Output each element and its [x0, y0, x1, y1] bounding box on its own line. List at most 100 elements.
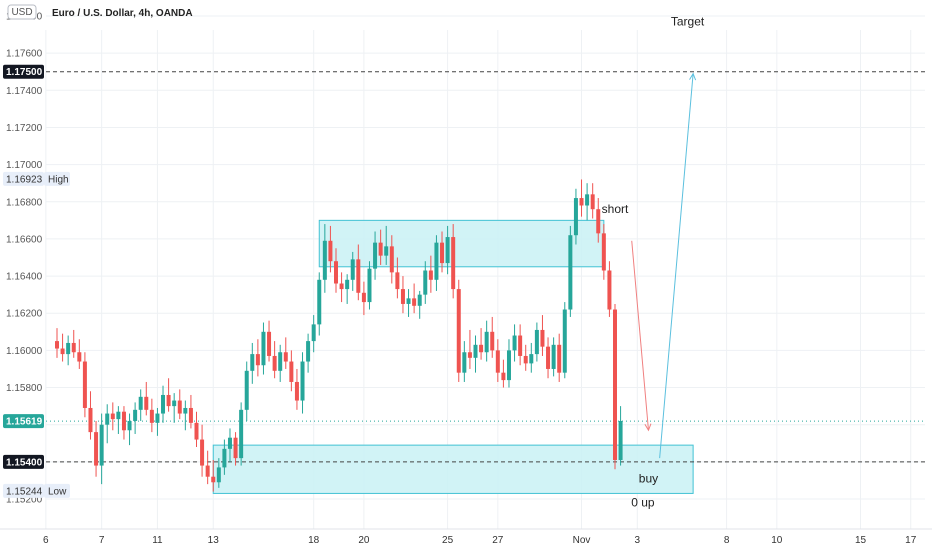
candle-body	[400, 289, 405, 304]
candle-body	[261, 331, 266, 366]
candle-body	[205, 465, 210, 477]
x-tick-label: 17	[905, 535, 917, 546]
candle-body	[557, 344, 562, 373]
y-tick-label: 1.17000	[6, 160, 43, 171]
candle	[105, 404, 110, 444]
candle	[467, 329, 472, 369]
candle	[540, 315, 545, 356]
candle	[506, 339, 511, 388]
candle-body	[518, 335, 523, 356]
x-tick-label: 20	[358, 535, 370, 546]
candle-body	[227, 437, 232, 449]
short-arrow	[631, 240, 649, 431]
y-tick-label: 1.15800	[6, 383, 43, 394]
candle-body	[534, 329, 539, 355]
candle-body	[590, 194, 595, 210]
candle	[361, 281, 366, 316]
candle	[216, 458, 221, 488]
candle-body	[188, 407, 193, 423]
candle	[149, 398, 154, 433]
candle	[562, 302, 567, 379]
candle-body	[149, 409, 154, 423]
candle-body	[172, 400, 177, 407]
candle-body	[250, 354, 255, 371]
candle	[590, 183, 595, 219]
candle-body	[350, 259, 355, 280]
candle	[161, 385, 166, 423]
candle-body	[345, 279, 350, 290]
candle	[94, 420, 99, 477]
candle	[267, 320, 272, 362]
candle	[188, 394, 193, 429]
candle	[55, 328, 59, 358]
candle	[568, 225, 573, 317]
candle	[400, 276, 405, 314]
candle-body	[495, 350, 500, 373]
price-tag-value: 1.15619	[6, 417, 43, 428]
candle	[495, 339, 500, 382]
candle-body	[546, 346, 551, 369]
currency-badge[interactable]	[7, 4, 37, 20]
candle	[518, 324, 523, 366]
arrows	[631, 72, 697, 459]
candle-body	[613, 309, 617, 460]
candle	[77, 339, 82, 369]
price-tag-label-bg	[44, 171, 70, 186]
price-tag	[3, 483, 44, 498]
candle	[110, 402, 115, 431]
candle	[306, 333, 311, 373]
y-tick-label: 1.17200	[6, 123, 43, 134]
price-tag-label: Low	[48, 486, 67, 497]
price-tag-label-bg	[44, 483, 70, 498]
candle	[412, 283, 417, 314]
candle-body	[328, 240, 333, 262]
candle-body	[523, 355, 528, 364]
x-axis[interactable]: 6 7 11 13 18 20 25 27 Nov 3 8 10 15 17	[0, 528, 932, 546]
candle-body	[244, 370, 249, 410]
candle	[172, 393, 177, 423]
candle-body	[94, 432, 99, 466]
candle	[300, 352, 305, 414]
candle	[317, 272, 322, 336]
candle	[345, 274, 350, 304]
candle	[501, 359, 506, 388]
y-axis[interactable]: 1.178001.176001.174001.172001.170001.168…	[6, 12, 43, 506]
candle	[607, 261, 612, 317]
candle	[289, 350, 294, 392]
candle	[613, 303, 617, 470]
price-tag-value: 1.17500	[6, 67, 43, 78]
candle-body	[501, 372, 506, 381]
candle	[255, 339, 260, 377]
price-tag	[3, 414, 44, 429]
candle-body	[339, 283, 344, 290]
candle	[378, 229, 383, 265]
candle-body	[384, 246, 389, 256]
candle-body	[311, 324, 316, 342]
candle-body	[110, 413, 115, 420]
x-tick-label: 18	[308, 535, 320, 546]
candle-body	[506, 350, 511, 381]
candle-body	[440, 242, 445, 264]
resistance-zone	[318, 219, 605, 268]
candles	[55, 179, 623, 492]
candle-body	[222, 448, 227, 468]
candle	[121, 406, 126, 440]
candle-body	[116, 411, 121, 420]
candle-body	[428, 270, 433, 280]
candle-body	[267, 331, 272, 356]
candle-body	[317, 279, 322, 325]
candle-body	[512, 335, 517, 351]
candle	[88, 391, 93, 440]
candle	[133, 402, 138, 434]
y-tick-label: 1.16000	[6, 346, 43, 357]
candle-body	[417, 294, 422, 306]
candle-body	[294, 381, 299, 401]
y-tick-label: 1.17600	[6, 49, 43, 60]
candle-body	[395, 272, 400, 290]
header: USD Euro / U.S. Dollar, 4h, OANDA	[7, 4, 193, 20]
candle	[512, 324, 517, 362]
candle-body	[607, 270, 612, 310]
candle-body	[490, 331, 495, 351]
candle	[551, 337, 556, 377]
